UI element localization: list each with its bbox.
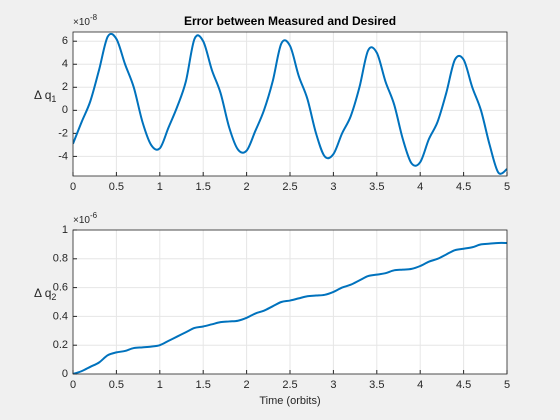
x-tick-label: 2.5 <box>282 181 297 193</box>
x-tick-label: 1.5 <box>196 181 211 193</box>
y-tick-label: 1 <box>62 224 68 236</box>
y-multiplier: ×10-6 <box>73 211 98 226</box>
x-tick-label: 3.5 <box>369 181 384 193</box>
y-axis-label: Δ q2 <box>34 286 56 302</box>
x-tick-label: 1 <box>157 181 163 193</box>
y-axis-label-main: Δ q <box>34 286 51 300</box>
data-line <box>73 241 507 374</box>
y-axis-label: Δ q1 <box>34 88 56 104</box>
y-tick-label: 0.4 <box>53 310 68 322</box>
y-tick-label: -4 <box>58 150 68 162</box>
x-axis-label: Time (orbits) <box>259 395 320 407</box>
x-tick-label: 1.5 <box>196 379 211 391</box>
chart-title: Error between Measured and Desired <box>184 14 396 28</box>
y-tick-label: 4 <box>62 58 68 70</box>
y-axis-label-subscript: 1 <box>51 94 56 104</box>
x-tick-label: 2 <box>244 379 250 391</box>
x-tick-label: 2 <box>244 181 250 193</box>
x-tick-label: 3 <box>330 379 336 391</box>
x-tick-label: 4 <box>417 379 423 391</box>
x-tick-label: 1 <box>157 379 163 391</box>
y-tick-label: 0.2 <box>53 339 68 351</box>
y-tick-label: 0.8 <box>53 253 68 265</box>
x-tick-label: 0 <box>70 379 76 391</box>
x-tick-label: 0.5 <box>109 181 124 193</box>
y-multiplier-exponent: -6 <box>90 211 98 220</box>
y-multiplier-base: ×10 <box>73 215 90 226</box>
y-tick-label: -2 <box>58 127 68 139</box>
x-tick-label: 4 <box>417 181 423 193</box>
x-tick-label: 5 <box>504 379 510 391</box>
x-tick-label: 3.5 <box>369 379 384 391</box>
x-tick-label: 3 <box>330 181 336 193</box>
axes-box <box>72 31 508 177</box>
x-tick-label: 4.5 <box>456 181 471 193</box>
y-tick-label: 0 <box>62 104 68 116</box>
y-multiplier-exponent: -8 <box>90 13 98 22</box>
x-tick-label: 2.5 <box>282 379 297 391</box>
x-tick-label: 4.5 <box>456 379 471 391</box>
x-tick-label: 0 <box>70 181 76 193</box>
data-line <box>73 32 507 175</box>
y-tick-label: 2 <box>62 81 68 93</box>
y-multiplier: ×10-8 <box>73 13 98 28</box>
y-tick-label: 6 <box>62 35 68 47</box>
y-axis-label-subscript: 2 <box>51 292 56 302</box>
y-multiplier-base: ×10 <box>73 17 90 28</box>
axes-box <box>72 229 508 375</box>
x-tick-label: 5 <box>504 181 510 193</box>
x-tick-label: 0.5 <box>109 379 124 391</box>
y-tick-label: 0.6 <box>53 282 68 294</box>
y-tick-label: 0 <box>62 368 68 380</box>
y-axis-label-main: Δ q <box>34 88 51 102</box>
